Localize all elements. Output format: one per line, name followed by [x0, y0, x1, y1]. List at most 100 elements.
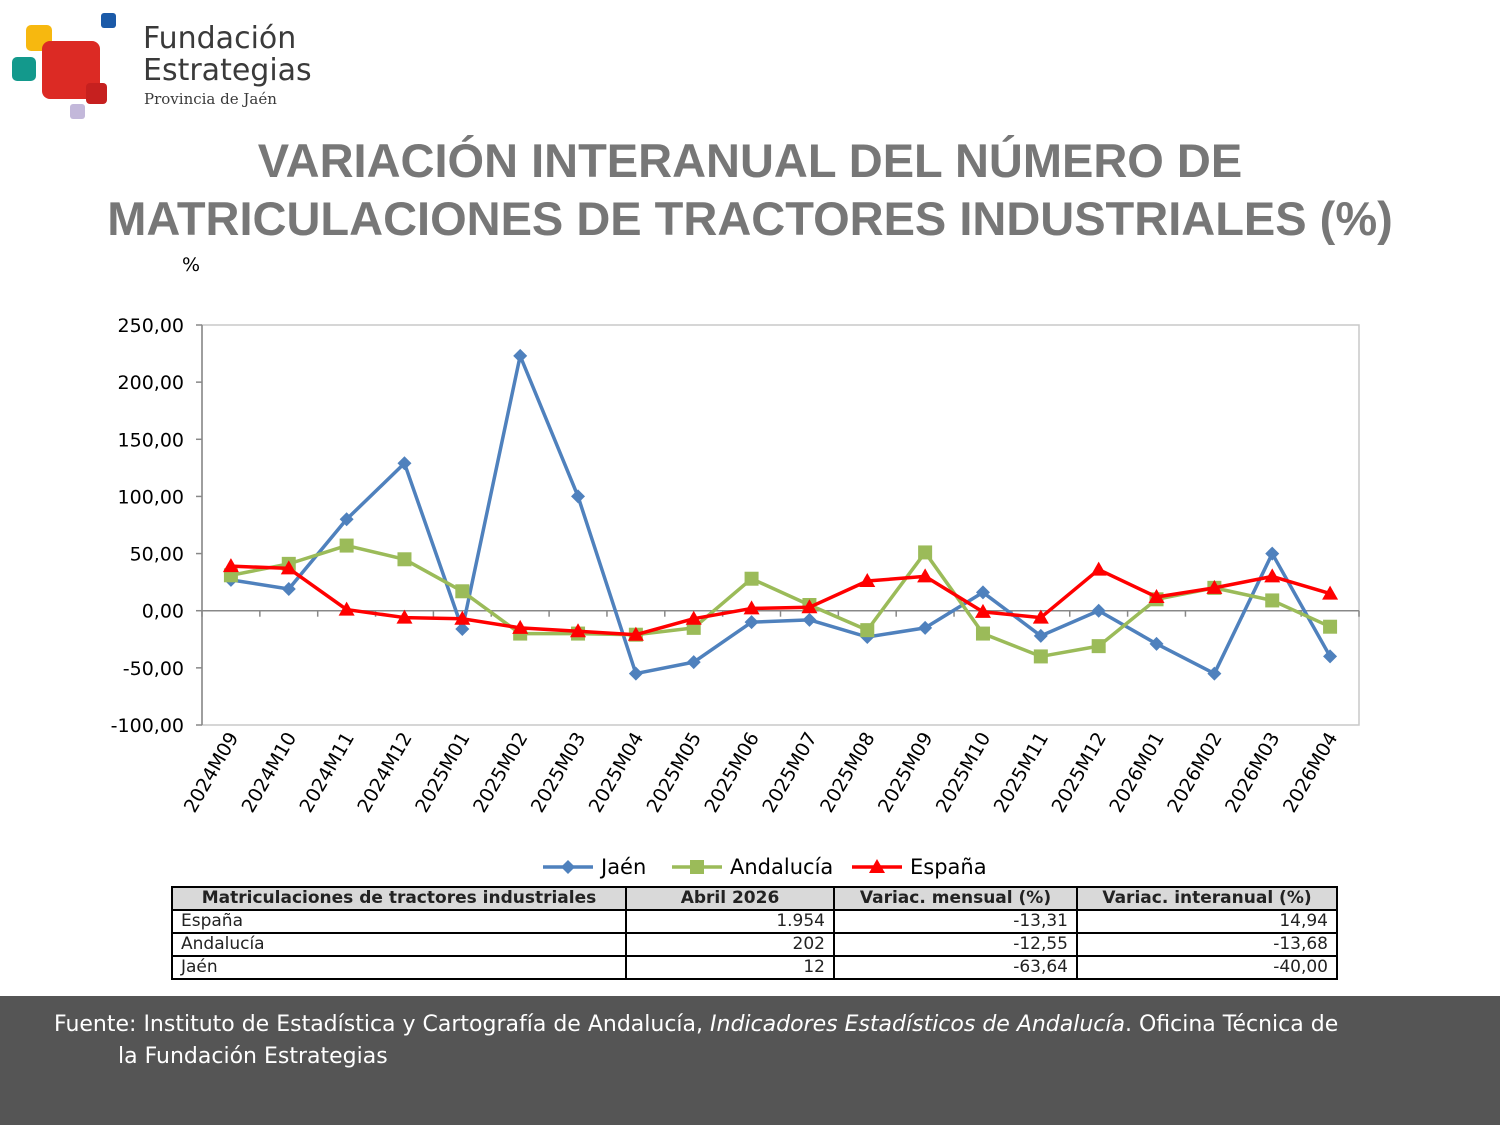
source-publication: Indicadores Estadísticos de Andalucía [710, 1012, 1125, 1037]
x-tick-label: 2025M07 [758, 729, 822, 817]
data-point [1323, 649, 1338, 664]
legend-marker [869, 859, 885, 873]
table-row: Andalucía 202 -12,55 -13,68 [171, 932, 1338, 957]
data-point [1206, 579, 1223, 594]
legend-item: España [852, 855, 987, 879]
x-tick-label: 2024M09 [180, 729, 244, 817]
table-cell: -13,68 [1076, 932, 1338, 957]
data-point [744, 615, 759, 630]
series-diamond [223, 348, 1338, 681]
table-cell: 1.954 [625, 909, 835, 934]
data-point [975, 626, 990, 641]
table-cell: 202 [625, 932, 835, 957]
data-point [512, 619, 529, 634]
data-point [455, 584, 470, 599]
page-title: VARIACIÓN INTERANUAL DEL NÚMERO DE MATRI… [0, 132, 1500, 248]
y-axis-label: % [182, 254, 200, 276]
data-point [1322, 585, 1339, 600]
data-point [860, 623, 875, 638]
table-row: España 1.954 -13,31 14,94 [171, 909, 1338, 934]
y-tick-label: 250,00 [118, 315, 184, 337]
data-point [455, 622, 470, 636]
data-point [802, 612, 817, 627]
data-point [339, 538, 354, 553]
data-point [1148, 589, 1165, 603]
logo-text-fundacion: Fundación [143, 21, 297, 56]
legend-label: Jaén [599, 855, 646, 879]
y-tick-label: 0,00 [142, 601, 184, 623]
x-tick-label: 2025M04 [585, 729, 649, 817]
stats-table: Matriculaciones de tractores industriale… [171, 886, 1338, 980]
data-point [454, 610, 471, 625]
logo-text-provincia: Provincia de Jaén [144, 90, 277, 108]
legend-item: Jaén [543, 855, 646, 879]
x-tick-label: 2026M03 [1221, 729, 1285, 817]
series-line [230, 564, 1331, 637]
table-cell: 12 [625, 955, 835, 980]
table-cell: -40,00 [1076, 955, 1338, 980]
footer: Fuente: Instituto de Estadística y Carto… [0, 996, 1500, 1125]
data-point [974, 603, 991, 618]
data-point [339, 512, 354, 527]
table-cell: 14,94 [1076, 909, 1338, 934]
series-line [230, 543, 1331, 659]
logo-text-estrategias: Estrategias [143, 53, 312, 88]
data-point [743, 600, 760, 615]
data-point [1265, 593, 1280, 608]
x-tick-label: 2024M12 [353, 729, 417, 817]
data-point [628, 666, 643, 681]
source-line-2: la Fundación Estrategias [118, 1044, 388, 1069]
x-tick-label: 2024M10 [238, 729, 302, 817]
title-line-2: MATRICULACIONES DE TRACTORES INDUSTRIALE… [107, 192, 1393, 245]
y-tick-label: 100,00 [118, 486, 184, 508]
table-header-cell: Variac. mensual (%) [833, 886, 1078, 911]
data-point [570, 623, 587, 638]
x-tick-label: 2025M08 [816, 729, 880, 817]
y-axis: 250,00 200,00 150,00 100,00 50,00 0,00 -50,00 -… [111, 315, 203, 737]
x-tick-label: 2025M05 [643, 729, 707, 817]
data-point [1265, 546, 1280, 561]
table-cell: Jaén [171, 955, 627, 980]
data-point [1207, 666, 1222, 681]
table-cell: -12,55 [833, 932, 1078, 957]
title-line-1: VARIACIÓN INTERANUAL DEL NÚMERO DE [257, 134, 1243, 187]
data-point [1090, 561, 1107, 576]
data-point [222, 558, 239, 573]
x-tick-label: 2026M04 [1279, 729, 1343, 817]
data-point [801, 599, 818, 614]
legend-marker [690, 860, 704, 874]
table-cell: -63,64 [833, 955, 1078, 980]
table-header-cell: Matriculaciones de tractores industriale… [171, 886, 627, 911]
data-point [627, 626, 644, 641]
x-tick-label: 2025M03 [527, 729, 591, 817]
series-line [230, 354, 1332, 676]
data-point [281, 582, 296, 596]
legend-label: Andalucía [730, 855, 833, 879]
x-tick-label: 2025M09 [874, 729, 938, 817]
data-point [859, 573, 876, 587]
data-point [513, 348, 528, 363]
data-point [685, 610, 702, 625]
data-point [1032, 609, 1049, 624]
data-point [280, 560, 297, 575]
data-point [1264, 568, 1281, 583]
table-header-cell: Variac. interanual (%) [1076, 886, 1338, 911]
y-tick-label: 50,00 [130, 544, 184, 566]
data-point [1149, 636, 1164, 651]
data-point [1033, 628, 1048, 643]
data-point [397, 552, 412, 567]
table-cell: -13,31 [833, 909, 1078, 934]
x-tick-label: 2025M06 [700, 729, 764, 817]
y-tick-label: -100,00 [111, 715, 184, 737]
data-point [744, 571, 759, 586]
data-point [1091, 603, 1106, 618]
data-point [397, 456, 412, 471]
data-point [338, 601, 355, 616]
series-triangle [222, 558, 1339, 641]
data-point [1033, 649, 1048, 664]
x-tick-label: 2025M10 [932, 729, 996, 817]
table-cell: España [171, 909, 627, 934]
x-tick-label: 2025M01 [411, 729, 475, 817]
data-point [686, 655, 701, 670]
plot-area [201, 324, 1360, 726]
